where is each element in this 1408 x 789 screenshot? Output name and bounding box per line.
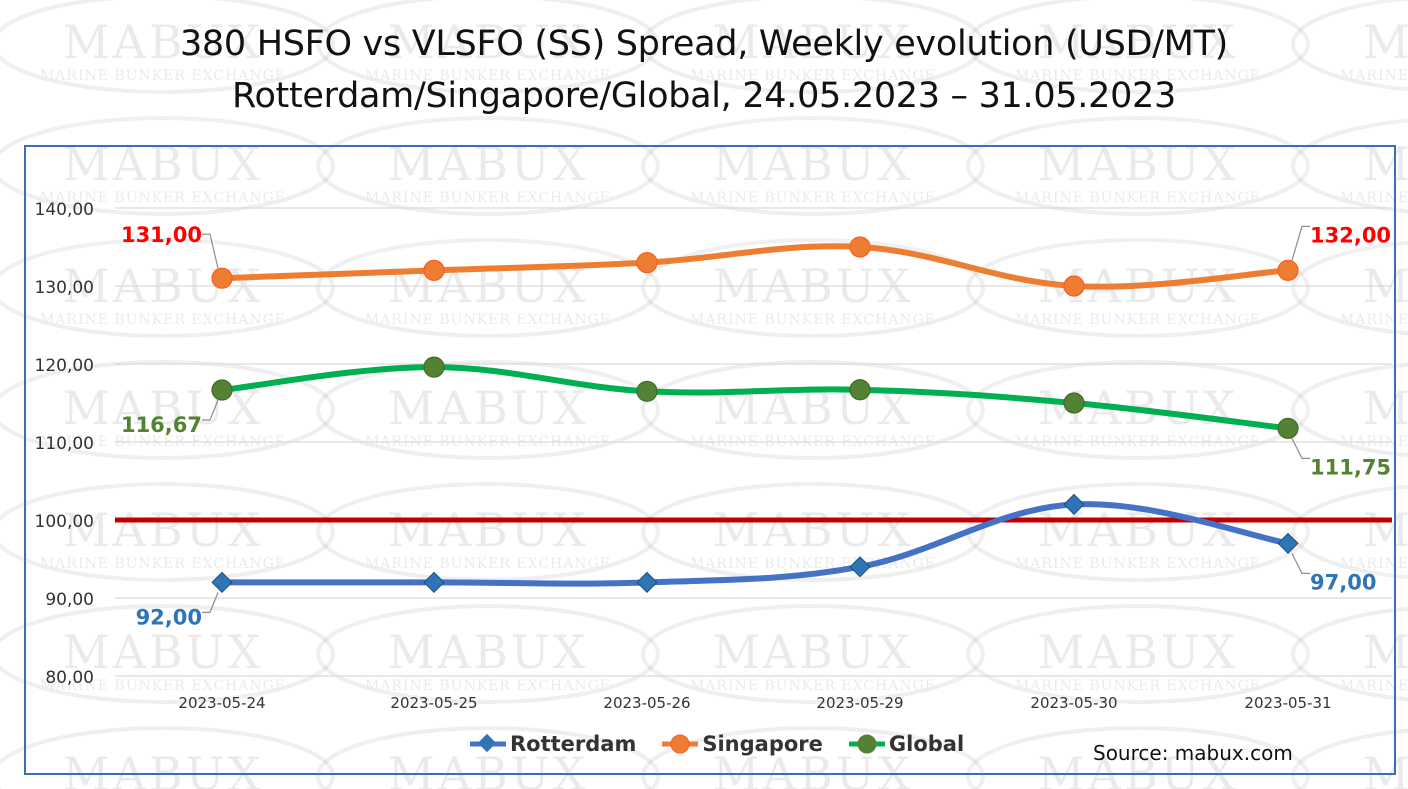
legend-marker-rotterdam — [470, 733, 506, 753]
chart-legend: Rotterdam Singapore Global — [468, 727, 970, 761]
y-tick-label: 80,00 — [45, 668, 94, 688]
data-point-rotterdam — [1063, 493, 1085, 516]
data-point-singapore — [423, 259, 445, 281]
legend-label-singapore: Singapore — [702, 732, 823, 756]
x-tick-label: 2023-05-29 — [816, 694, 903, 712]
data-point-global — [423, 356, 445, 378]
data-point-rotterdam — [849, 556, 871, 578]
data-label-rotterdam: 92,00 — [136, 605, 202, 629]
chart-frame — [24, 145, 1396, 775]
data-point-global — [1063, 392, 1085, 414]
data-point-rotterdam — [423, 571, 445, 594]
data-label-singapore: 131,00 — [121, 223, 202, 247]
y-tick-label: 140,00 — [35, 200, 94, 220]
legend-marker-global — [848, 734, 885, 754]
data-label-leader — [202, 233, 219, 269]
data-point-singapore — [211, 267, 233, 289]
source-note: Source: mabux.com — [1093, 741, 1293, 765]
legend-item-rotterdam: Rotterdam — [468, 732, 636, 756]
data-label-rotterdam: 97,00 — [1310, 570, 1376, 594]
y-tick-label: 90,00 — [45, 590, 94, 610]
data-point-singapore — [636, 252, 658, 274]
data-point-global — [636, 380, 658, 402]
series-line-global — [221, 364, 1289, 432]
data-point-global — [849, 379, 871, 401]
x-tick-label: 2023-05-25 — [390, 694, 477, 712]
data-point-rotterdam — [211, 571, 233, 594]
legend-marker-singapore — [662, 734, 699, 754]
data-label-global: 116,67 — [121, 413, 202, 437]
data-point-rotterdam — [1277, 532, 1299, 555]
data-label-leader — [1291, 225, 1310, 261]
y-tick-label: 120,00 — [35, 356, 94, 376]
x-tick-label: 2023-05-30 — [1030, 694, 1117, 712]
chart-title: 380 HSFO vs VLSFO (SS) Spread, Weekly ev… — [179, 24, 1229, 64]
series-line-singapore — [221, 243, 1289, 290]
data-label-leader — [1291, 553, 1310, 575]
x-tick-label: 2023-05-26 — [603, 694, 690, 712]
data-label-leader — [202, 592, 219, 614]
data-point-global — [211, 379, 233, 401]
data-label-global: 111,75 — [1310, 455, 1391, 479]
y-tick-label: 130,00 — [35, 278, 94, 298]
x-tick-label: 2023-05-31 — [1244, 694, 1331, 712]
x-tick-label: 2023-05-24 — [178, 694, 265, 712]
data-point-global — [1277, 417, 1299, 439]
data-point-singapore — [1277, 259, 1299, 281]
legend-label-rotterdam: Rotterdam — [510, 732, 637, 756]
data-point-singapore — [1063, 275, 1085, 297]
data-label-leader — [1291, 438, 1310, 459]
data-label-singapore: 132,00 — [1310, 223, 1391, 247]
data-point-rotterdam — [636, 571, 658, 594]
data-label-leader — [202, 399, 219, 421]
legend-item-global: Global — [847, 732, 964, 756]
y-tick-label: 110,00 — [35, 434, 94, 454]
chart-subtitle: Rotterdam/Singapore/Global, 24.05.2023 –… — [232, 76, 1176, 116]
data-point-singapore — [849, 236, 871, 258]
legend-label-global: Global — [888, 732, 965, 756]
y-tick-label: 100,00 — [35, 512, 94, 532]
series-line-rotterdam — [221, 501, 1289, 587]
legend-item-singapore: Singapore — [660, 732, 823, 756]
